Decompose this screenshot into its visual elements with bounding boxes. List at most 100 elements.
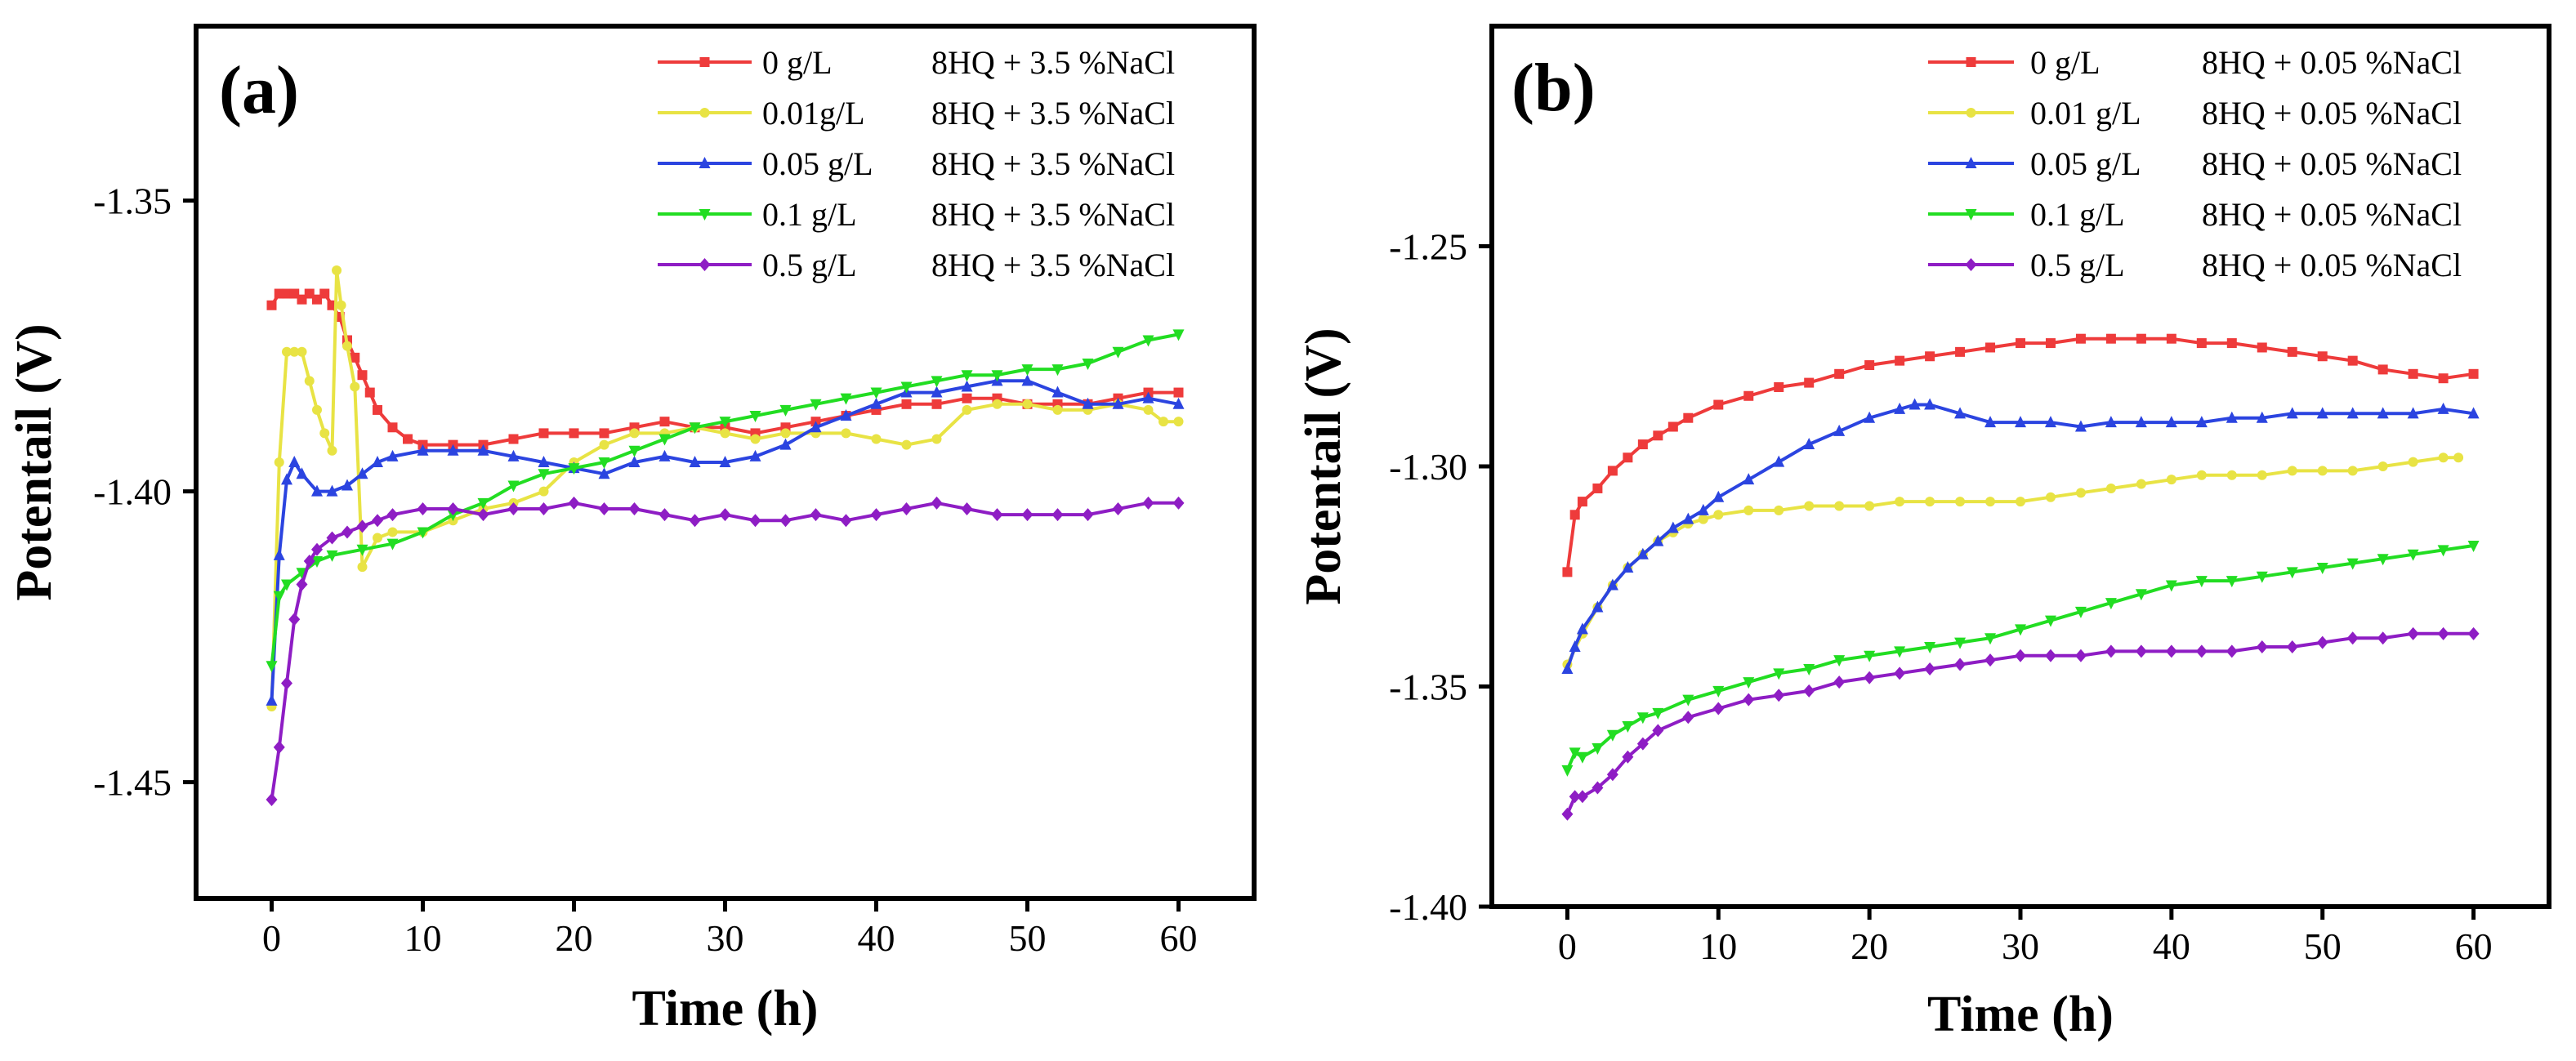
data-point [1051,364,1064,377]
data-point [372,456,383,467]
data-point [319,288,330,299]
data-point [1082,358,1094,370]
data-point [901,439,912,450]
data-point [336,300,346,310]
data-point [719,508,731,522]
data-point [1803,684,1815,698]
data-point [1985,342,1996,353]
data-point [1713,399,1724,410]
data-point [274,457,284,467]
data-point [342,479,353,491]
data-point [1954,658,1967,671]
data-point [1082,397,1094,409]
data-point [1743,677,1755,689]
data-point [288,613,301,626]
data-point [373,533,382,543]
data-point [2347,355,2358,366]
data-point [2105,644,2117,658]
y-axis-title: Potentail (V) [7,323,62,600]
legend-item: 0.05 g/L 8HQ + 3.5 %NaCl [658,145,1175,182]
data-point [2287,466,2297,476]
data-point [1864,671,1876,684]
data-point [2317,466,2328,476]
data-point [991,370,1003,382]
data-point [1569,790,1581,804]
legend-marker [699,108,710,118]
data-point [1697,503,1709,515]
data-point [2105,333,2116,344]
data-point [1924,662,1936,675]
legend-medium: 8HQ + 3.5 %NaCl [931,145,1175,182]
data-point [2166,333,2176,344]
data-point [1743,505,1754,515]
legend-item: 0.01g/L 8HQ + 3.5 %NaCl [658,95,1175,132]
data-point [447,444,459,456]
legend-marker [1965,209,1977,221]
data-point [900,381,913,394]
data-point [1172,496,1185,510]
data-point [810,421,822,433]
legend-name: 0.01g/L [762,95,865,132]
data-point [2226,338,2237,349]
data-point [507,449,520,461]
data-point [1622,560,1634,573]
data-point [356,544,368,556]
data-point [288,456,301,467]
data-point [538,486,549,497]
data-point [2045,492,2056,502]
series-1 [1562,452,2464,670]
data-point [1622,750,1634,764]
data-point [386,508,399,522]
legend-marker [699,209,711,221]
x-tick-label: 30 [707,917,744,959]
data-point [2377,364,2388,375]
data-point [311,542,323,556]
data-point [599,428,609,439]
data-point [931,386,943,398]
data-point [1592,781,1604,795]
data-point [780,428,791,439]
data-point [1569,747,1581,760]
data-point [1159,417,1168,427]
data-point [1561,765,1574,777]
data-point [2437,402,2449,414]
series-line [1565,456,2459,666]
data-point [2347,466,2358,476]
data-point [281,676,292,690]
data-point [357,370,368,381]
data-point [1112,502,1124,515]
data-point [2135,416,2147,428]
legend-name: 0 g/L [2030,44,2101,81]
data-point [2408,457,2418,467]
y-tick-label: -1.40 [1389,886,1467,928]
data-point [2286,640,2298,653]
data-point [1864,360,1875,371]
data-point [1895,497,1905,507]
data-point [1051,508,1064,522]
data-point [1773,455,1785,467]
data-point [364,387,375,398]
data-point [2195,576,2208,588]
data-point [538,502,550,515]
data-point [749,411,761,423]
data-point [326,550,338,562]
data-point [2286,407,2298,419]
data-point [992,399,1002,409]
data-point [447,510,459,522]
data-point [569,428,579,439]
series-1 [266,265,1184,712]
data-point [2453,452,2464,463]
data-point [296,467,308,479]
data-point [840,514,852,528]
data-point [1864,411,1876,423]
data-point [281,579,292,591]
series-line [270,269,1179,707]
data-point [1653,430,1663,441]
data-point [1022,399,1033,409]
data-point [289,288,300,299]
legend-item: 0.1 g/L 8HQ + 0.05 %NaCl [1928,196,2462,233]
data-point [1895,355,1905,366]
legend-item: 0.05 g/L 8HQ + 0.05 %NaCl [1928,145,2462,182]
data-point [1894,646,1906,658]
y-tick-label: -1.35 [93,181,172,222]
